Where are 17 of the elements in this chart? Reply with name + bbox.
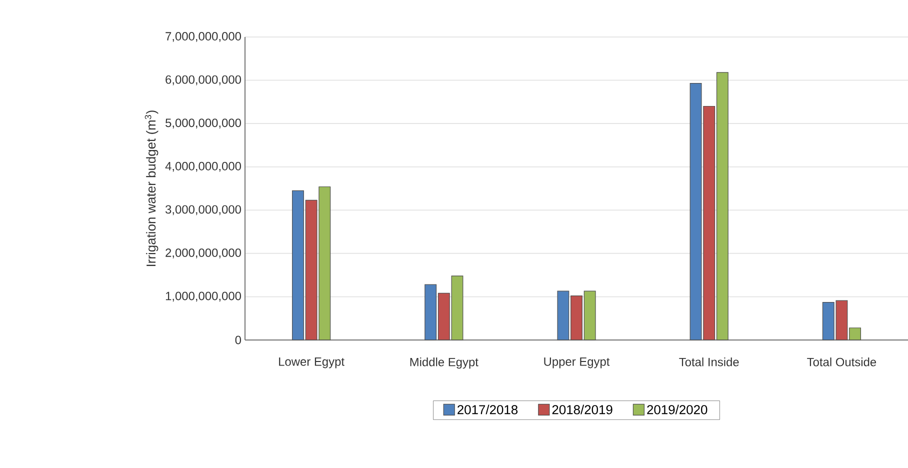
x-tick-label: Total Outside: [807, 358, 876, 366]
legend-label: 2019/2020: [647, 404, 708, 414]
y-tick-label: 1,000,000,000: [166, 292, 242, 302]
y-axis-title: Irrigation water budget (m$^{3}$): [144, 110, 158, 266]
y-tick-label: 6,000,000,000: [166, 75, 242, 86]
y-tick-label: 2,000,000,000: [166, 248, 242, 258]
x-tick-label: Middle Egypt: [410, 358, 478, 369]
y-tick-label: 0: [235, 336, 242, 344]
y-tick-label: 7,000,000,000: [166, 32, 242, 42]
x-tick-label: Total Inside: [679, 358, 739, 366]
legend-label: 2017/2018: [458, 404, 518, 414]
legend-label: 2018/2019: [552, 404, 612, 414]
y-tick-label: 5,000,000,000: [166, 118, 242, 128]
y-tick-label: 4,000,000,000: [165, 162, 242, 172]
x-tick-label: Upper Egypt: [544, 358, 610, 368]
y-tick-label: 3,000,000,000: [165, 205, 242, 216]
x-tick-label: Lower Egypt: [279, 358, 344, 368]
